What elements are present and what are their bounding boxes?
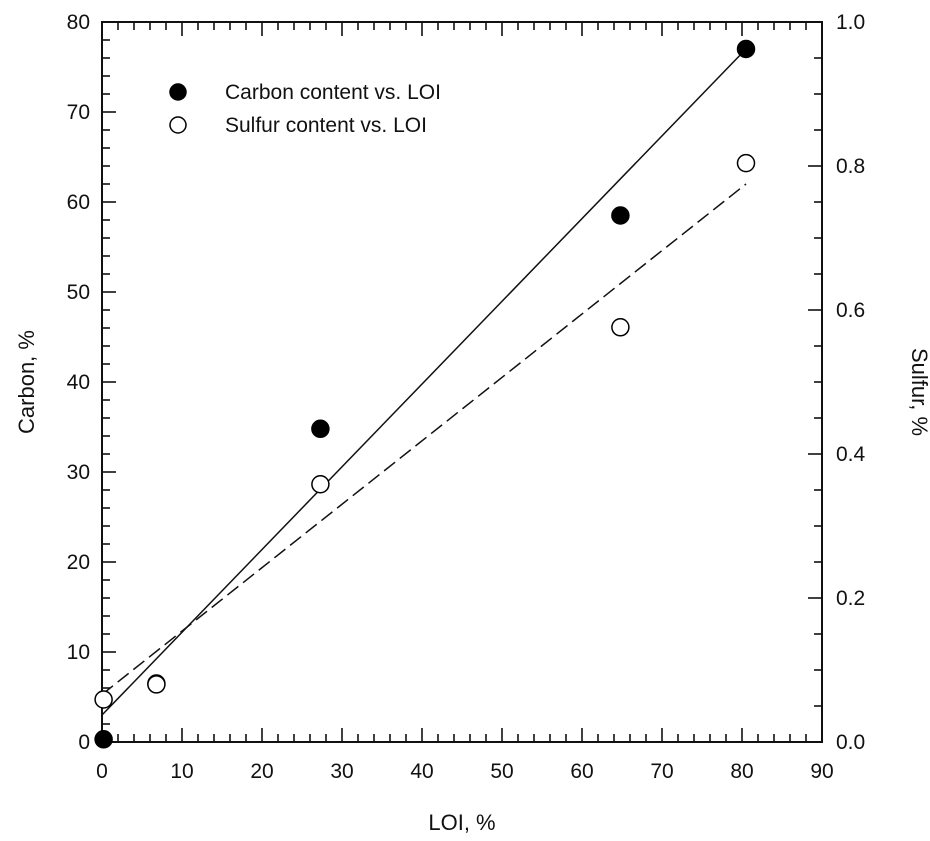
x-tick-label: 50 — [490, 760, 513, 783]
y-left-axis-title: Carbon, % — [14, 330, 39, 434]
x-tick-label: 80 — [730, 760, 753, 783]
y-left-tick-label: 70 — [67, 101, 90, 124]
x-tick-label: 90 — [810, 760, 833, 783]
y-right-tick-label: 1.0 — [836, 11, 865, 34]
y-right-tick-label: 0.4 — [836, 443, 866, 466]
sulfur-point — [311, 474, 330, 494]
legend: Carbon content vs. LOI Sulfur content vs… — [169, 81, 441, 137]
y-left-tick-label: 50 — [67, 281, 90, 304]
legend-label-carbon: Carbon content vs. LOI — [225, 81, 441, 104]
y-right-tick-label: 0.6 — [836, 299, 865, 322]
y-right-tick-label: 0.2 — [836, 587, 865, 610]
y-left-tick-label: 20 — [67, 551, 90, 574]
x-tick-label: 10 — [170, 760, 193, 783]
y-left-tick-label: 60 — [67, 191, 90, 214]
carbon-fit-line — [101, 48, 747, 716]
x-axis-title: LOI, % — [428, 810, 495, 835]
carbon-point — [611, 206, 630, 225]
y-left-tick-label: 30 — [67, 461, 90, 484]
tick-labels: 0 10 20 30 40 50 60 70 80 90 0 10 20 30 40 50 60 70 80 0.0 0… — [67, 11, 866, 783]
y-right-tick-label: 0.8 — [836, 155, 865, 178]
carbon-point — [736, 39, 756, 59]
y-left-tick-label: 0 — [78, 731, 90, 754]
x-tick-label: 0 — [96, 760, 108, 783]
carbon-point — [94, 730, 113, 749]
y-left-tick-label: 40 — [67, 371, 90, 394]
legend-marker-carbon — [169, 83, 187, 101]
y-right-axis-title: Sulfur, % — [907, 348, 930, 436]
x-tick-label: 60 — [570, 760, 593, 783]
legend-label-sulfur: Sulfur content vs. LOI — [225, 114, 427, 137]
sulfur-point — [94, 690, 113, 709]
sulfur-fit-line — [101, 183, 747, 696]
plot-frame — [101, 21, 823, 743]
carbon-point — [311, 419, 330, 439]
y-right-tick-label: 0.0 — [836, 731, 865, 754]
sulfur-point — [147, 675, 166, 694]
y-left-tick-label: 80 — [67, 11, 90, 34]
sulfur-point — [736, 153, 756, 173]
legend-marker-sulfur — [169, 116, 187, 134]
data-points — [94, 39, 756, 749]
sulfur-point — [611, 318, 630, 337]
x-tick-label: 70 — [650, 760, 673, 783]
x-tick-label: 30 — [330, 760, 353, 783]
x-tick-label: 40 — [410, 760, 433, 783]
y-left-tick-label: 10 — [67, 641, 90, 664]
x-tick-label: 20 — [250, 760, 273, 783]
tick-marks — [101, 21, 823, 743]
fit-lines — [101, 48, 747, 716]
